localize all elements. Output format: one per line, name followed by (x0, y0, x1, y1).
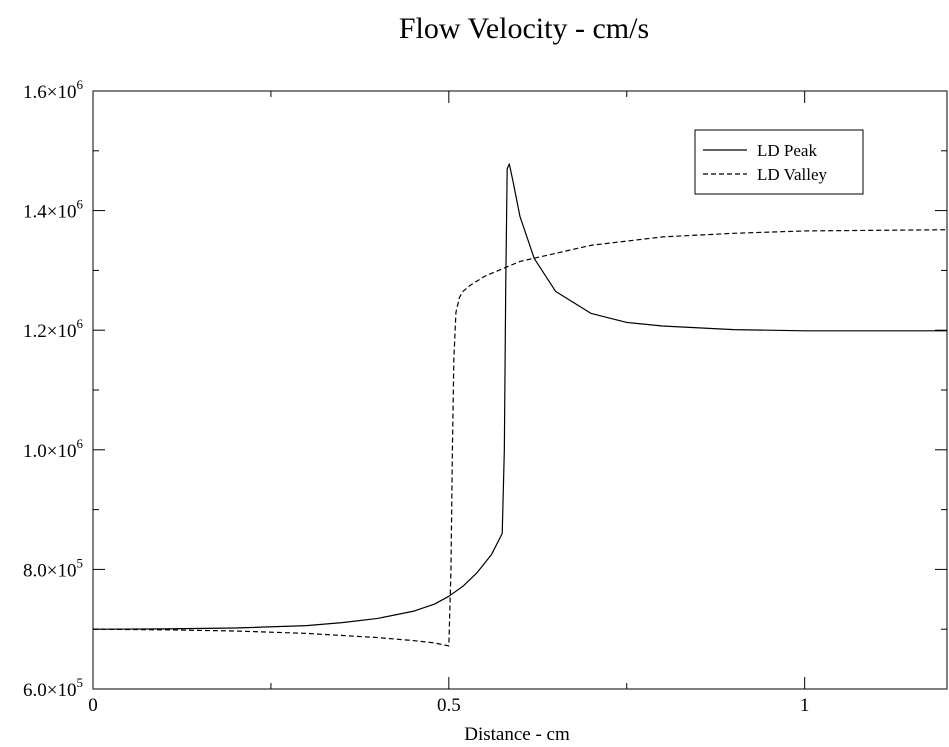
legend-box (694, 129, 864, 195)
series-line-ld-peak (92, 163, 947, 630)
plot-area: 0 0.5 1 6.0×105 8.0×105 1.0×106 1.2×106 1.4×106… (23, 77, 948, 716)
y-tick-label: 1.2×106 (23, 316, 83, 342)
legend: LD Peak LD Valley (694, 129, 864, 195)
x-tick-label: 0 (88, 695, 98, 716)
series-line-ld-valley (92, 229, 948, 647)
x-tick-label: 1 (800, 695, 810, 716)
legend-label: LD Valley (757, 165, 828, 184)
x-axis-label: Distance - cm (464, 724, 570, 745)
y-tick-label: 8.0×105 (23, 555, 83, 581)
y-tick-label: 6.0×105 (23, 675, 83, 701)
y-tick-label: 1.6×106 (23, 77, 83, 103)
x-tick-label: 0.5 (437, 695, 461, 716)
y-tick-label: 1.0×106 (23, 436, 83, 462)
chart-title: Flow Velocity - cm/s (399, 12, 649, 45)
legend-label: LD Peak (757, 141, 817, 160)
y-tick-label: 1.4×106 (23, 197, 83, 223)
